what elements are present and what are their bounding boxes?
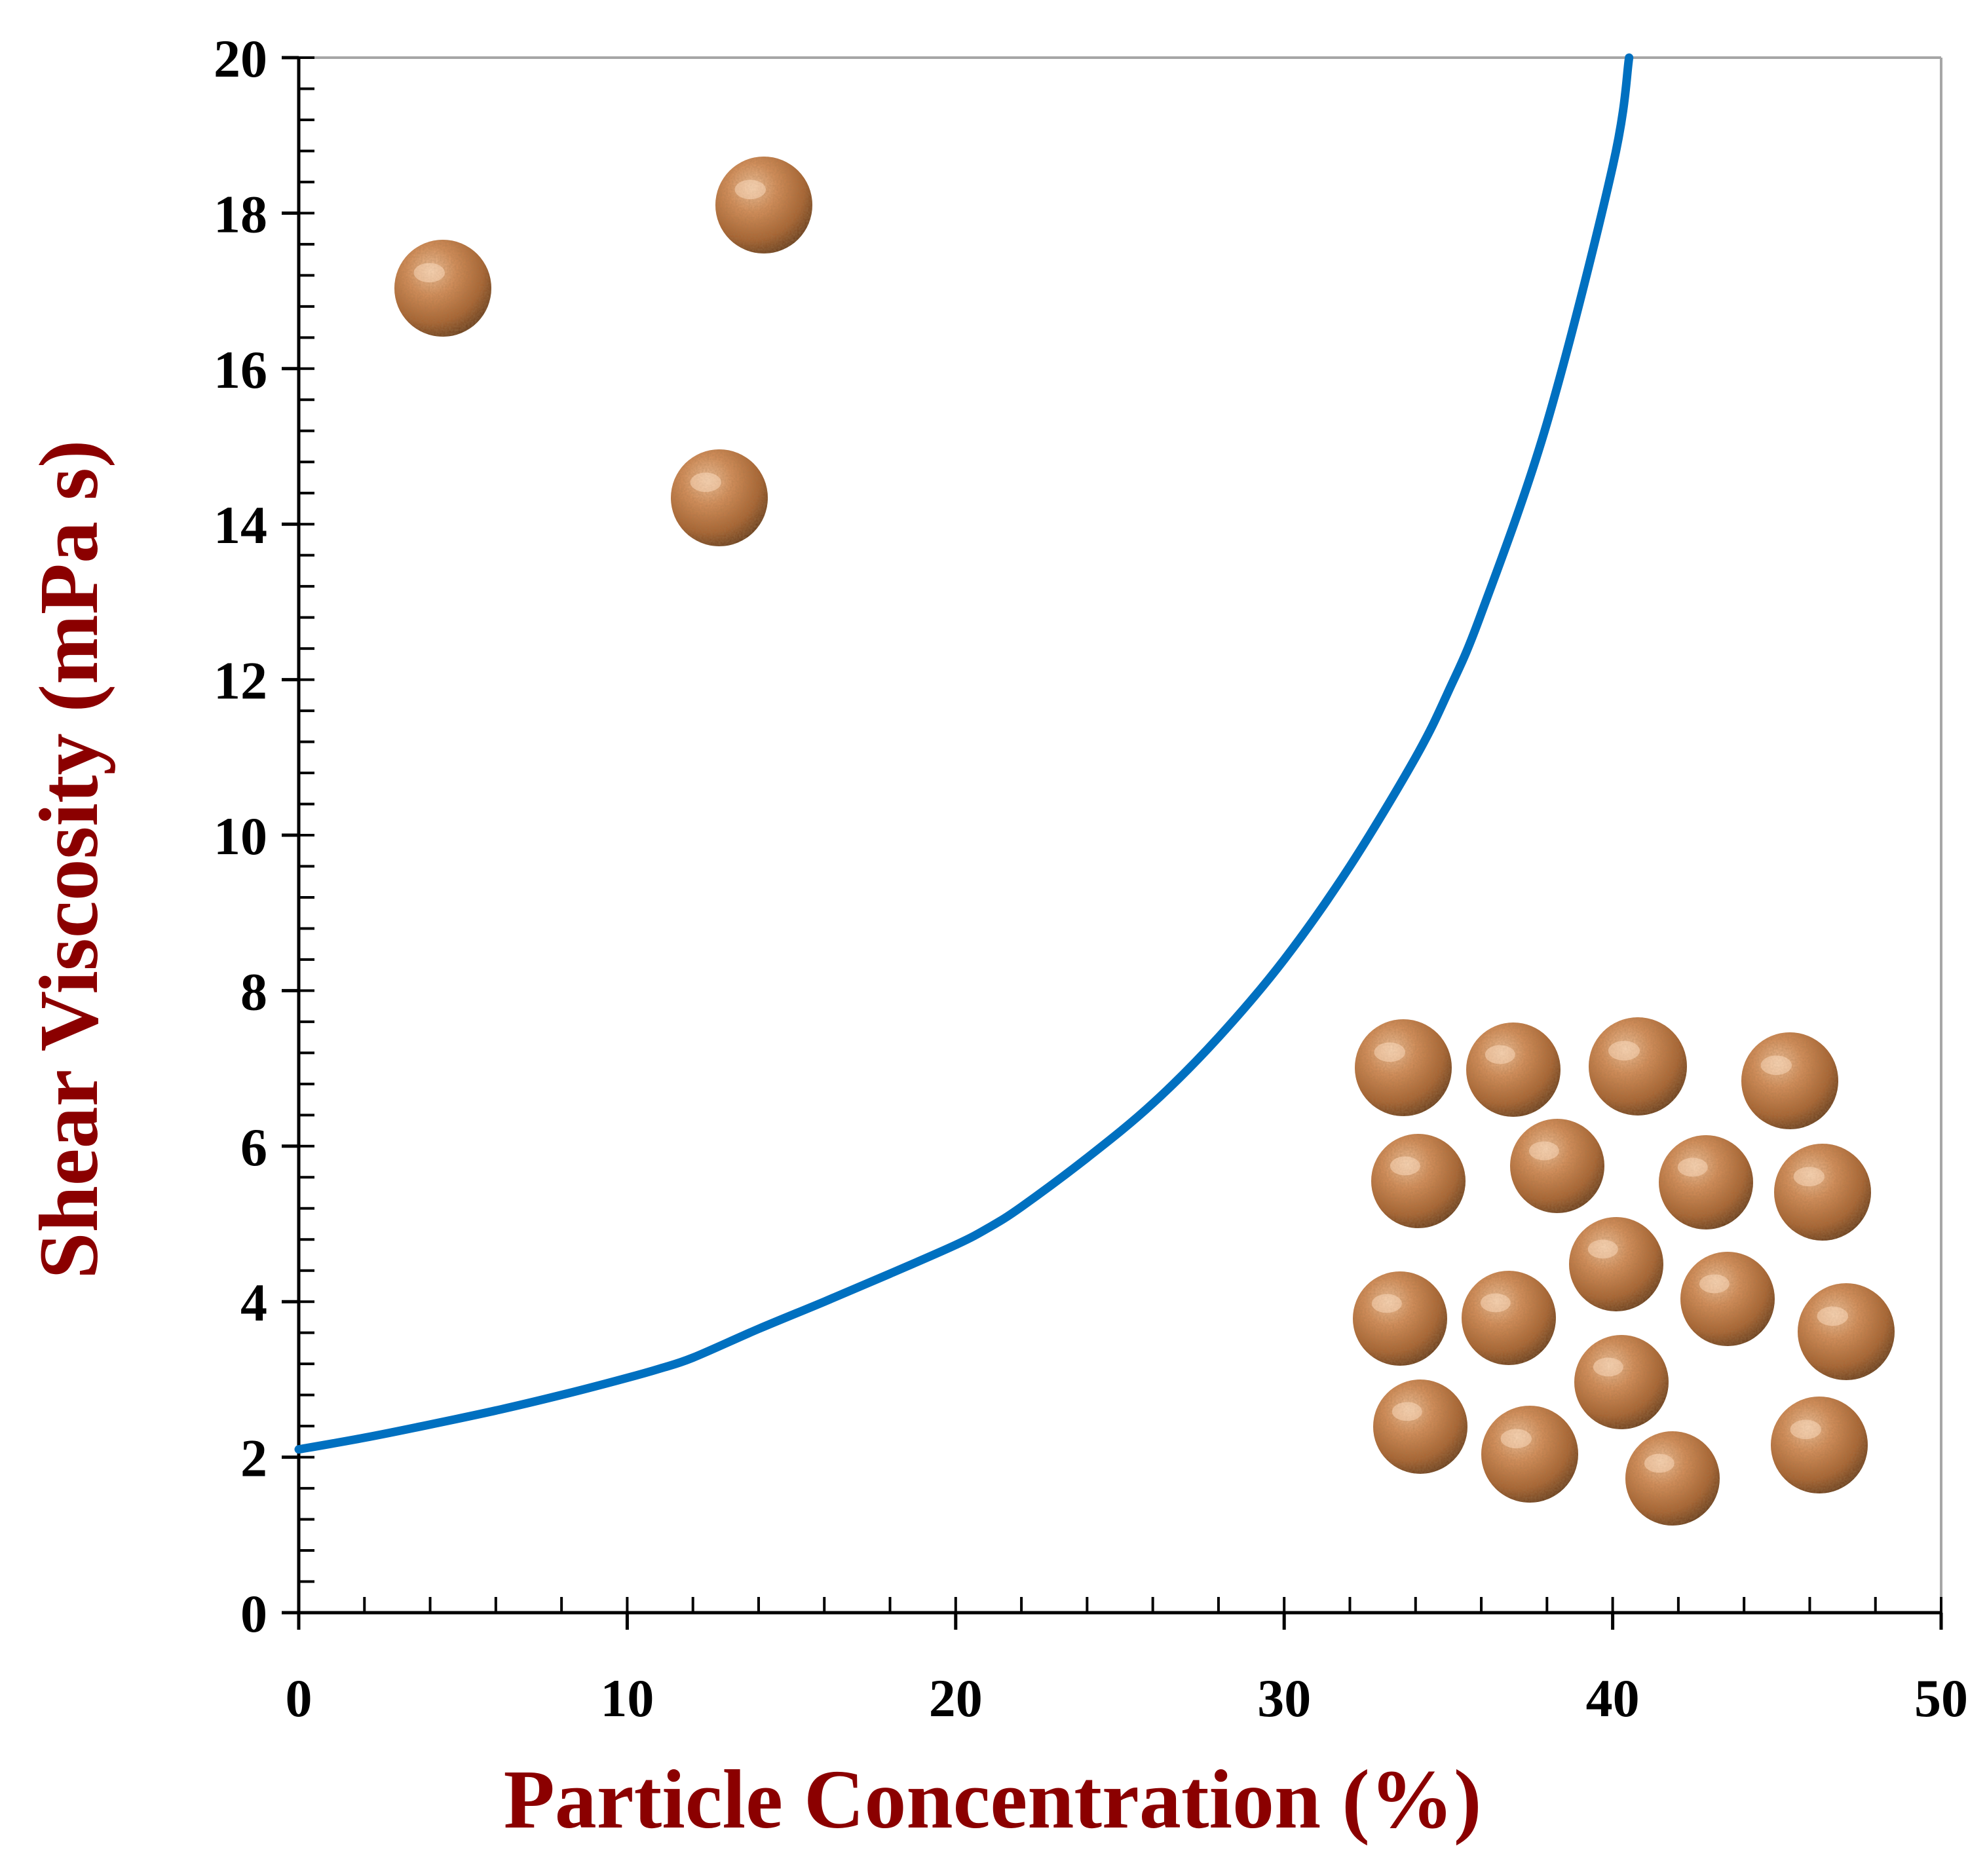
particle-sphere-body	[1774, 1144, 1871, 1241]
particle-sphere	[1574, 1335, 1669, 1429]
y-tick-label: 10	[214, 806, 267, 866]
y-tick-label: 2	[240, 1429, 267, 1488]
particle-sphere-highlight	[1644, 1454, 1675, 1473]
particle-sphere	[1371, 1134, 1466, 1228]
particle-sphere-highlight	[413, 263, 445, 283]
particle-sphere-highlight	[1699, 1274, 1730, 1294]
particle-sphere	[1774, 1144, 1871, 1241]
particle-sphere	[1771, 1397, 1868, 1493]
particle-sphere	[715, 157, 812, 253]
x-axis-title: Particle Concentration (%)	[504, 1753, 1482, 1846]
particle-sphere-highlight	[1793, 1167, 1825, 1187]
plot-frame	[296, 56, 1942, 1615]
particle-sphere-highlight	[1480, 1293, 1511, 1313]
illustration-dilute-particles	[394, 157, 812, 546]
y-tick-label: 4	[240, 1273, 267, 1332]
y-tick-label: 12	[214, 651, 267, 711]
particle-sphere	[1625, 1431, 1720, 1526]
particle-sphere-body	[1371, 1134, 1466, 1228]
particle-sphere-body	[715, 157, 812, 253]
y-tick-label: 16	[214, 340, 267, 400]
particle-sphere-body	[1355, 1019, 1452, 1116]
y-tick-labels: 0 2 4 6 8 10 12 14 16 18 20	[214, 29, 267, 1643]
y-tick-label: 14	[214, 495, 267, 555]
particle-sphere	[1355, 1019, 1452, 1116]
x-tick-label: 10	[600, 1668, 654, 1728]
particle-sphere-body	[671, 449, 768, 546]
minor-ticks	[297, 56, 1942, 1614]
y-tick-label: 0	[240, 1584, 267, 1643]
illustration-concentrated-particles	[1353, 1017, 1895, 1526]
particle-sphere-highlight	[1790, 1419, 1821, 1440]
x-tick-label: 40	[1586, 1668, 1640, 1728]
particle-sphere-body	[1741, 1032, 1838, 1129]
particle-sphere-highlight	[734, 179, 766, 200]
x-tick-label: 50	[1914, 1668, 1968, 1728]
x-tick-label: 20	[929, 1668, 983, 1728]
particle-sphere-body	[1481, 1406, 1578, 1503]
particle-sphere	[394, 240, 491, 337]
particle-sphere-body	[1462, 1271, 1556, 1365]
particle-sphere-highlight	[1760, 1055, 1792, 1076]
particle-sphere	[1741, 1032, 1838, 1129]
particle-sphere-highlight	[1817, 1306, 1848, 1326]
particle-sphere	[1353, 1271, 1447, 1366]
particle-sphere-highlight	[1587, 1239, 1618, 1259]
particle-sphere-highlight	[1390, 1156, 1420, 1176]
x-tick-labels: 0 10 20 30 40 50	[286, 1668, 1969, 1728]
particle-sphere-highlight	[1371, 1294, 1402, 1313]
particle-sphere	[1798, 1283, 1895, 1380]
particle-sphere-highlight	[1677, 1157, 1708, 1177]
particle-sphere-body	[394, 240, 491, 337]
particle-sphere-highlight	[690, 472, 721, 493]
particle-sphere	[1589, 1017, 1687, 1116]
particle-sphere	[1510, 1119, 1604, 1213]
series-layer	[294, 53, 1634, 1454]
particle-sphere	[1659, 1135, 1753, 1229]
major-ticks	[282, 56, 1943, 1630]
particle-sphere-body	[1771, 1397, 1868, 1493]
particle-sphere	[1373, 1379, 1467, 1474]
particle-sphere-body	[1798, 1283, 1895, 1380]
particle-sphere	[1481, 1406, 1578, 1503]
x-tick-label: 30	[1257, 1668, 1311, 1728]
x-tick-label: 0	[286, 1668, 312, 1728]
particle-sphere-highlight	[1528, 1141, 1559, 1161]
particle-sphere-body	[1353, 1271, 1447, 1366]
y-tick-label: 8	[240, 962, 267, 1021]
particle-sphere-highlight	[1608, 1041, 1640, 1060]
series-line-viscosity	[294, 53, 1634, 1454]
y-tick-label: 20	[214, 29, 267, 88]
particle-sphere-body	[1574, 1335, 1669, 1429]
particle-sphere	[1569, 1217, 1663, 1311]
particle-sphere-highlight	[1485, 1045, 1515, 1064]
particle-sphere-highlight	[1374, 1042, 1405, 1062]
y-tick-label: 18	[214, 184, 267, 244]
particle-sphere	[1466, 1022, 1561, 1117]
particle-sphere-highlight	[1500, 1429, 1532, 1449]
particle-sphere-highlight	[1593, 1357, 1623, 1377]
particle-sphere	[1462, 1271, 1556, 1365]
particle-sphere-body	[1589, 1017, 1687, 1116]
particle-sphere-body	[1569, 1217, 1663, 1311]
particle-sphere	[671, 449, 768, 546]
particle-sphere-highlight	[1391, 1402, 1422, 1421]
particle-sphere-body	[1373, 1379, 1467, 1474]
particle-sphere-body	[1510, 1119, 1604, 1213]
particle-sphere-body	[1625, 1431, 1720, 1526]
particle-sphere-body	[1680, 1252, 1775, 1346]
y-axis-title: Shear Viscosity (mPa s)	[22, 440, 115, 1279]
particle-sphere-body	[1659, 1135, 1753, 1229]
particle-sphere	[1680, 1252, 1775, 1346]
particle-sphere-body	[1466, 1022, 1561, 1117]
y-tick-label: 6	[240, 1117, 267, 1177]
